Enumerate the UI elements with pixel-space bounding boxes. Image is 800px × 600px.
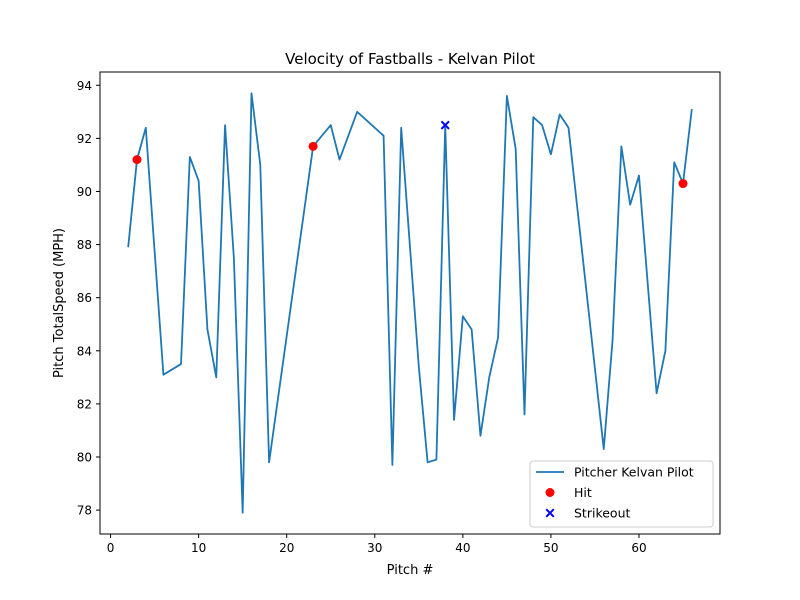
x-tick-label: 50 xyxy=(543,541,558,555)
y-tick-label: 86 xyxy=(77,291,92,305)
chart-title: Velocity of Fastballs - Kelvan Pilot xyxy=(285,50,535,68)
y-tick-label: 88 xyxy=(77,238,92,252)
x-tick-label: 10 xyxy=(191,541,206,555)
x-tick-label: 60 xyxy=(631,541,646,555)
y-axis: 78 80 82 84 86 88 90 92 94 xyxy=(77,79,100,518)
y-tick-label: 84 xyxy=(77,344,92,358)
legend: Pitcher Kelvan Pilot Hit Strikeout xyxy=(529,460,714,528)
legend-label: Strikeout xyxy=(574,506,631,521)
y-tick-label: 92 xyxy=(77,132,92,146)
hit-marker xyxy=(132,155,142,165)
plot-frame xyxy=(99,71,721,535)
y-tick-label: 94 xyxy=(77,79,92,93)
y-axis-label: Pitch TotalSpeed (MPH) xyxy=(52,228,67,378)
legend-strikeout-swatch xyxy=(545,508,555,518)
x-tick-label: 40 xyxy=(455,541,470,555)
y-tick-label: 80 xyxy=(77,451,92,465)
legend-label: Hit xyxy=(574,485,592,500)
x-tick-label: 0 xyxy=(107,541,115,555)
series-line-0 xyxy=(127,92,693,514)
x-axis-label: Pitch # xyxy=(387,563,434,578)
y-tick-label: 78 xyxy=(77,504,92,518)
plot-area xyxy=(127,92,693,514)
x-axis: 0 10 20 30 40 50 60 xyxy=(107,534,647,555)
hit-marker xyxy=(308,141,318,151)
legend-box xyxy=(529,460,714,528)
y-tick-label: 90 xyxy=(77,185,92,199)
legend-hit-swatch xyxy=(545,488,555,497)
hit-marker xyxy=(678,179,688,189)
x-tick-label: 30 xyxy=(367,541,382,555)
legend-label: Pitcher Kelvan Pilot xyxy=(574,465,694,480)
x-tick-label: 20 xyxy=(279,541,294,555)
y-tick-label: 82 xyxy=(77,397,92,411)
strikeout-marker xyxy=(440,120,450,130)
